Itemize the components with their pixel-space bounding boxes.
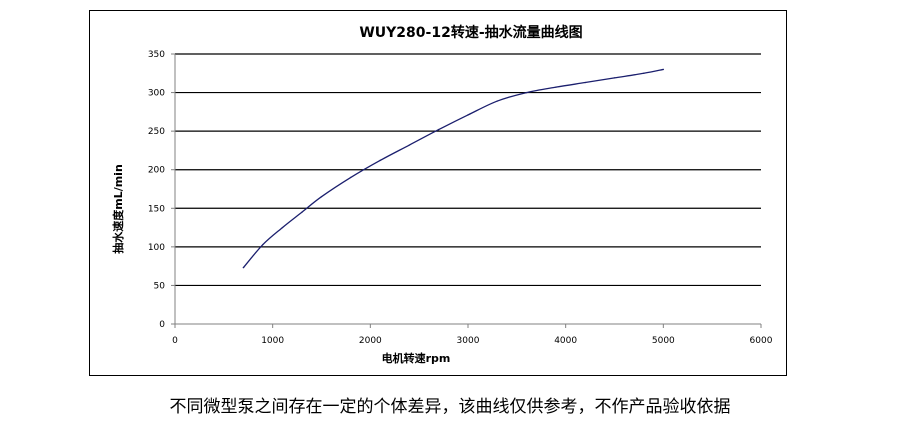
- data-point: [496, 100, 498, 102]
- y-axis-label: 抽水速度mL/min: [111, 164, 125, 254]
- data-point: [408, 144, 411, 146]
- data-point: [301, 211, 303, 213]
- data-point: [613, 77, 616, 79]
- data-point: [281, 226, 284, 229]
- x-tick-label: 2000: [359, 336, 382, 346]
- data-point: [525, 91, 528, 94]
- data-point: [350, 176, 352, 179]
- data-point: [643, 72, 645, 74]
- chart-frame: WUY280-12转速-抽水流量曲线图 0 50 100 150 200 250 300 350…: [89, 10, 787, 376]
- x-tick-label: 5000: [652, 336, 675, 346]
- y-tick-label: 250: [148, 127, 165, 137]
- x-tick-label: 3000: [457, 336, 480, 346]
- x-tick-label: 4000: [554, 336, 577, 346]
- chart-title: WUY280-12转速-抽水流量曲线图: [359, 24, 582, 41]
- data-point: [438, 128, 440, 131]
- data-point: [320, 196, 323, 198]
- y-tick-label: 150: [148, 204, 165, 214]
- x-axis-label: 电机转速rpm: [382, 351, 451, 365]
- y-tick-label: 350: [148, 50, 165, 60]
- y-tick-label: 50: [154, 281, 166, 291]
- y-tick-label: 300: [148, 89, 165, 99]
- chart-plot: WUY280-12转速-抽水流量曲线图 0 50 100 150 200 250 300 350…: [111, 24, 773, 365]
- disclaimer-caption: 不同微型泵之间存在一定的个体差异，该曲线仅供参考，不作产品验收依据: [169, 397, 731, 417]
- y-tick-label: 100: [148, 243, 165, 253]
- y-tick-label: 0: [159, 320, 165, 330]
- data-point: [262, 243, 264, 246]
- x-tick-label: 6000: [750, 336, 773, 346]
- data-point: [467, 114, 469, 116]
- series-line-0: [242, 68, 664, 269]
- data-point: [662, 68, 665, 71]
- y-tick-label: 200: [148, 166, 165, 176]
- data-point: [379, 159, 381, 162]
- data-point: [584, 81, 586, 84]
- x-tick-label: 0: [172, 336, 178, 346]
- data-point: [555, 86, 557, 88]
- data-point: [242, 266, 245, 269]
- x-tick-label: 1000: [261, 336, 284, 346]
